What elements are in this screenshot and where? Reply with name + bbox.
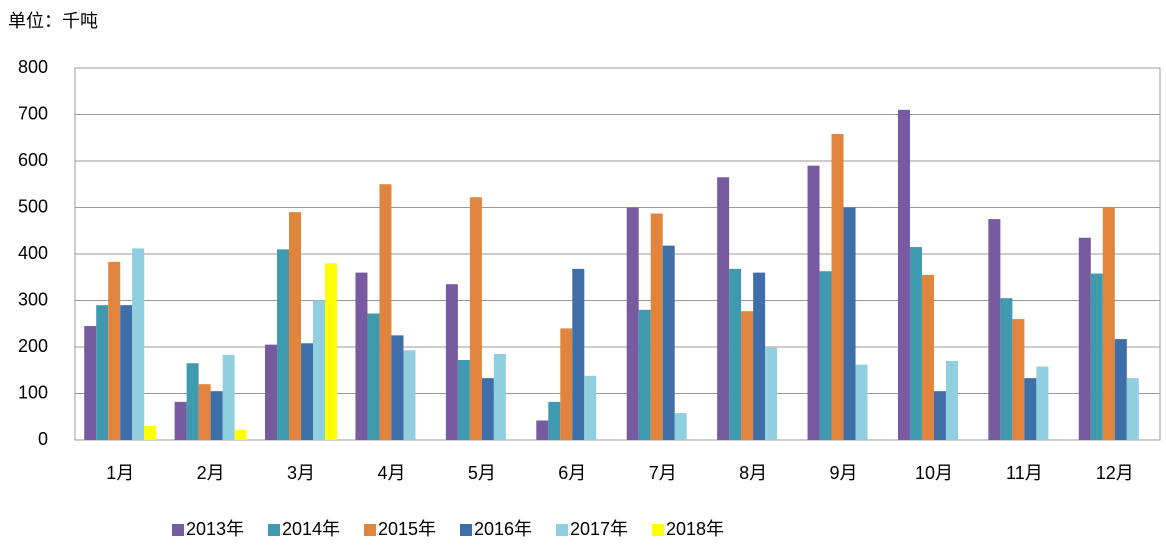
legend-label: 2016年	[474, 519, 532, 539]
bar	[650, 213, 663, 440]
x-tick-label: 7月	[649, 463, 677, 483]
bar	[198, 384, 211, 440]
bar	[457, 360, 470, 440]
bar	[1000, 298, 1013, 440]
bar	[132, 248, 145, 440]
legend-label: 2015年	[378, 519, 436, 539]
x-tick-label: 8月	[739, 463, 767, 483]
bar	[909, 247, 922, 440]
y-tick-label: 400	[18, 243, 48, 263]
legend-swatch	[364, 524, 376, 536]
legend-label: 2013年	[186, 519, 244, 539]
bar	[481, 378, 494, 440]
bar	[313, 300, 326, 440]
x-tick-label: 3月	[287, 463, 315, 483]
x-tick-label: 2月	[197, 463, 225, 483]
y-tick-label: 100	[18, 382, 48, 402]
x-tick-label: 11月	[1006, 463, 1043, 483]
bar	[222, 354, 235, 440]
x-tick-label: 4月	[377, 463, 405, 483]
bar	[445, 284, 458, 440]
bar	[96, 305, 109, 440]
legend-label: 2014年	[282, 519, 340, 539]
bar	[1090, 273, 1103, 440]
bar	[1078, 237, 1091, 440]
bar	[391, 335, 404, 440]
bar	[403, 350, 416, 440]
bar	[662, 245, 675, 440]
bar	[84, 326, 97, 440]
bar	[493, 353, 506, 440]
bar	[560, 328, 573, 440]
bar	[921, 274, 934, 440]
bar	[988, 219, 1001, 440]
bar	[469, 197, 482, 440]
bar	[355, 272, 368, 440]
bar	[1114, 339, 1127, 440]
bar	[626, 207, 639, 440]
y-tick-label: 0	[38, 429, 48, 449]
bar	[1036, 366, 1049, 440]
y-tick-label: 800	[18, 57, 48, 77]
bar	[265, 344, 278, 440]
bar	[367, 313, 380, 440]
bar	[584, 375, 597, 440]
plot-border	[74, 67, 1161, 441]
bar	[1024, 378, 1037, 440]
bar	[572, 268, 585, 440]
bar	[325, 263, 338, 440]
bar	[674, 413, 687, 440]
unit-label: 单位：千吨	[8, 11, 98, 31]
y-tick-label: 500	[18, 196, 48, 216]
bar	[717, 177, 730, 440]
y-tick-label: 200	[18, 336, 48, 356]
legend-swatch	[652, 524, 664, 536]
legend-label: 2018年	[666, 519, 724, 539]
bar	[120, 305, 133, 440]
bar	[174, 401, 187, 440]
x-tick-label: 6月	[558, 463, 586, 483]
x-tick-label: 10月	[915, 463, 953, 483]
bar	[234, 429, 247, 440]
bar	[897, 109, 910, 440]
bar	[144, 426, 157, 440]
x-tick-label: 12月	[1096, 463, 1134, 483]
x-tick-label: 5月	[468, 463, 496, 483]
bar	[765, 347, 778, 440]
bar	[843, 207, 856, 440]
bar	[186, 363, 199, 440]
bar	[1126, 378, 1139, 440]
bar	[819, 271, 832, 440]
bar	[277, 249, 290, 440]
bar	[210, 391, 223, 440]
y-tick-label: 300	[18, 289, 48, 309]
bar	[807, 165, 820, 440]
bar	[729, 268, 742, 440]
bar	[855, 364, 868, 440]
bar	[1102, 207, 1115, 440]
bar	[301, 343, 314, 440]
legend-label: 2017年	[570, 519, 628, 539]
x-tick-label: 1月	[106, 463, 134, 483]
bar	[638, 309, 651, 440]
bar	[933, 391, 946, 440]
legend-swatch	[556, 524, 568, 536]
bar	[379, 184, 392, 440]
bar	[536, 420, 549, 440]
bar	[945, 360, 958, 440]
legend-swatch	[460, 524, 472, 536]
x-tick-label: 9月	[830, 463, 858, 483]
bar	[1012, 319, 1025, 440]
bar	[548, 401, 561, 440]
bar	[753, 272, 766, 440]
y-tick-label: 600	[18, 150, 48, 170]
bar	[831, 134, 844, 440]
bar	[741, 311, 754, 440]
bar	[289, 212, 302, 440]
y-tick-label: 700	[18, 103, 48, 123]
bar	[108, 261, 121, 440]
legend-swatch	[172, 524, 184, 536]
legend-swatch	[268, 524, 280, 536]
